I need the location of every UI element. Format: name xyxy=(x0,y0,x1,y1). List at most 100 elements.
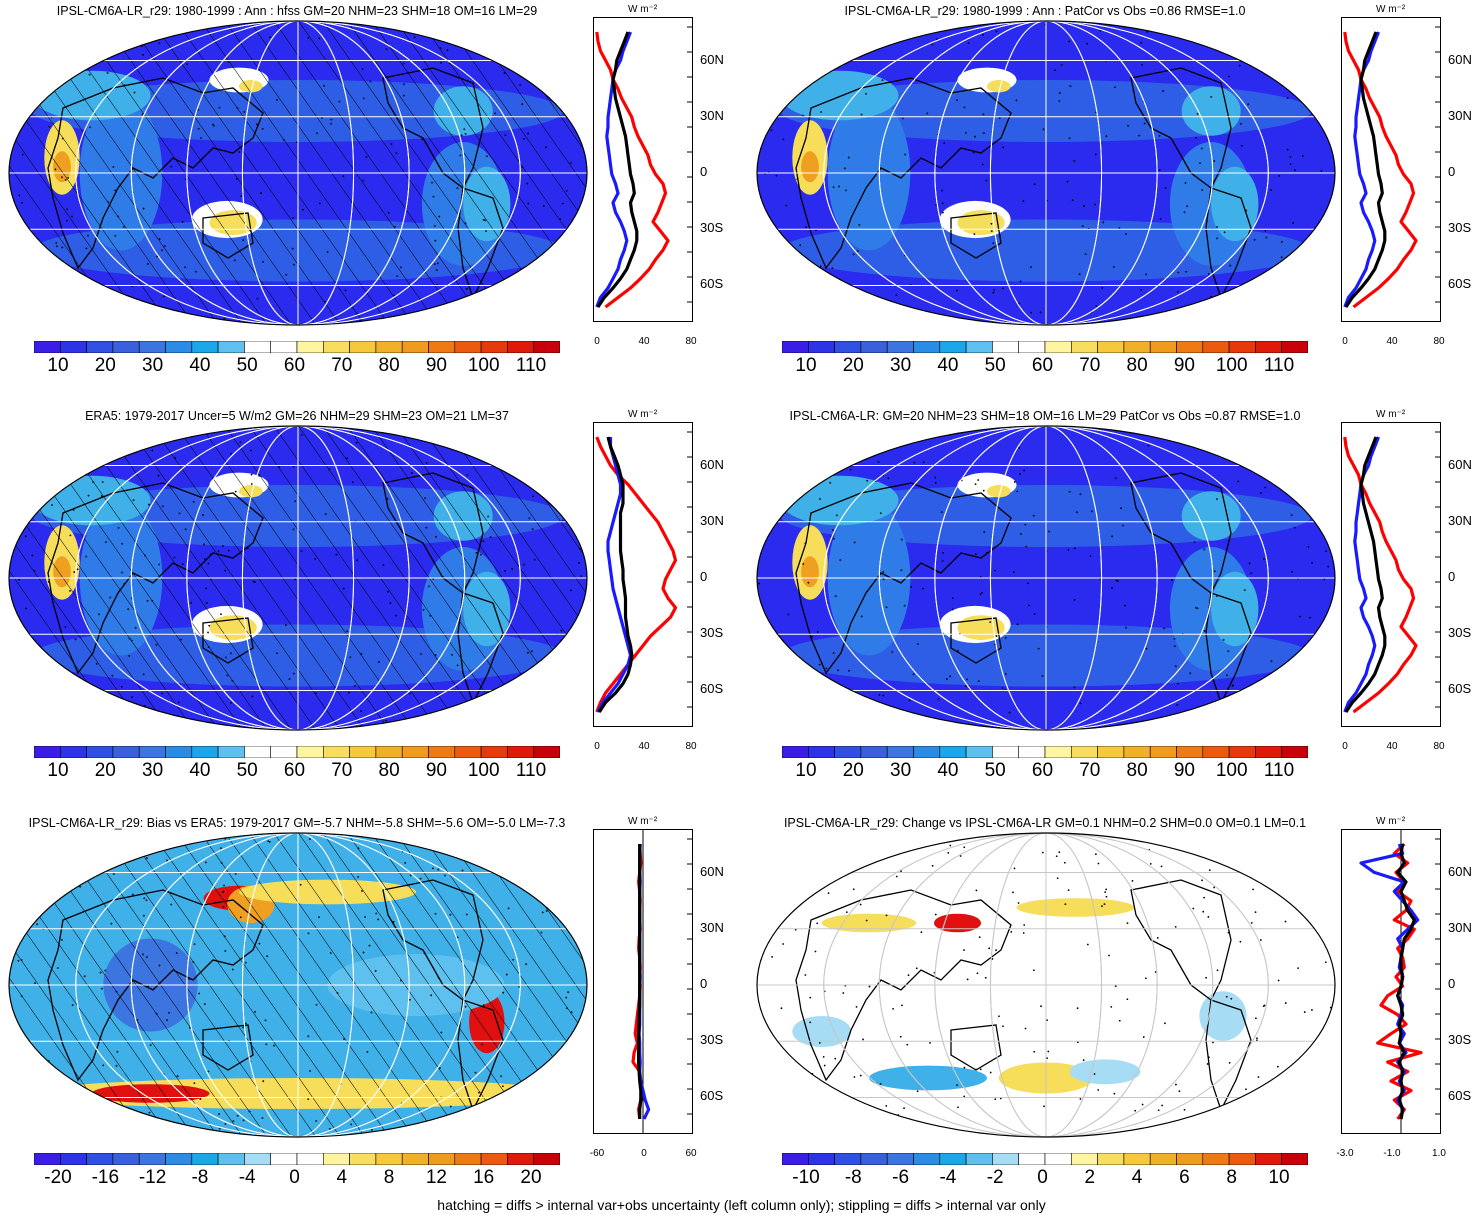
profile-unit-label: W m⁻² xyxy=(628,4,658,15)
colorbar-tick-label: 90 xyxy=(1173,760,1195,781)
colorbar-tick-label: 50 xyxy=(236,355,258,376)
latitude-label: 30S xyxy=(700,625,724,640)
profile-run-line xyxy=(597,436,634,713)
colorbar-swatch xyxy=(480,1152,508,1166)
zonal-profile-3 xyxy=(593,422,693,727)
profile-x-tick-label: -3.0 xyxy=(1336,1148,1354,1159)
profile-unit-label: W m⁻² xyxy=(1376,409,1406,420)
profile-x-tick-label: 80 xyxy=(685,336,697,347)
latitude-label: 60N xyxy=(1448,457,1472,472)
colorbar-swatch xyxy=(86,745,114,759)
colorbar-tick-label: 4 xyxy=(1131,1167,1143,1188)
colorbar-swatch xyxy=(1123,340,1151,354)
colorbar-swatch xyxy=(1255,1152,1282,1166)
profile-unit-label: W m⁻² xyxy=(628,816,658,827)
profile-run-line xyxy=(636,844,643,1119)
latitude-label: 0 xyxy=(1448,976,1456,991)
colorbar-swatch xyxy=(1228,1152,1256,1166)
colorbar-swatch xyxy=(375,1152,403,1166)
colorbar-tick-label: 60 xyxy=(1031,355,1054,376)
colorbar-swatch xyxy=(138,1152,166,1166)
latitude-label: 30N xyxy=(1448,108,1472,123)
colorbar-swatch xyxy=(270,745,298,759)
panel-5: IPSL-CM6A-LR_r29: Bias vs ERA5: 1979-201… xyxy=(0,812,735,1212)
colorbar-tick-label: 8 xyxy=(1226,1167,1237,1188)
colorbar-swatch xyxy=(1070,340,1098,354)
colorbar-tick-label: 110 xyxy=(515,355,547,376)
colorbar-6 xyxy=(781,1152,1309,1166)
colorbar-swatch xyxy=(296,745,324,759)
colorbar-tick-label: 20 xyxy=(520,1167,542,1188)
profile-obs-line xyxy=(595,436,678,713)
profile-model-line xyxy=(1359,843,1420,1120)
profile-x-tick-label: 0 xyxy=(641,1148,647,1159)
colorbar-tick-label: 10 xyxy=(795,760,817,781)
map-6 xyxy=(756,832,1336,1138)
colorbar-tick-label: 110 xyxy=(1263,760,1295,781)
colorbar-swatch xyxy=(401,1152,429,1166)
colorbar-swatch xyxy=(965,745,993,759)
colorbar-swatch xyxy=(913,340,941,354)
latitude-label: 30N xyxy=(700,920,724,935)
colorbar-swatch xyxy=(349,340,377,354)
colorbar-swatch xyxy=(1176,340,1204,354)
colorbar-swatch xyxy=(322,745,350,759)
colorbar-swatch xyxy=(217,745,245,759)
colorbar-swatch xyxy=(1255,745,1282,759)
colorbar-tick-label: -2 xyxy=(986,1167,1004,1188)
colorbar-tick-label: 20 xyxy=(94,355,116,376)
map-3 xyxy=(8,425,588,731)
colorbar-swatch xyxy=(886,745,914,759)
colorbar-swatch xyxy=(1228,745,1256,759)
latitude-label: 60N xyxy=(1448,864,1472,879)
colorbar-tick-label: 2 xyxy=(1084,1167,1096,1188)
colorbar-swatch xyxy=(965,340,993,354)
colorbar-swatch xyxy=(112,340,140,354)
profile-run-line xyxy=(1396,843,1416,1120)
colorbar-swatch xyxy=(860,340,888,354)
colorbar-tick-label: 12 xyxy=(425,1167,447,1188)
colorbar-swatch xyxy=(1176,1152,1204,1166)
colorbar-swatch xyxy=(244,340,271,354)
colorbar-swatch xyxy=(1070,745,1098,759)
colorbar-swatch xyxy=(1255,340,1282,354)
profile-x-tick-label: 0 xyxy=(594,741,600,752)
colorbar-swatch xyxy=(1070,1152,1098,1166)
colorbar-tick-label: -4 xyxy=(238,1167,256,1188)
latitude-label: 60S xyxy=(1448,276,1472,291)
profile-x-tick-label: 40 xyxy=(638,336,650,347)
colorbar-tick-label: 30 xyxy=(142,760,164,781)
colorbar-tick-label: 16 xyxy=(473,1167,495,1188)
colorbar-tick-label: 6 xyxy=(1179,1167,1190,1188)
latitude-label: 30S xyxy=(1448,1032,1472,1047)
colorbar-swatch xyxy=(781,1152,809,1166)
colorbar-swatch xyxy=(781,340,809,354)
map-2 xyxy=(756,20,1336,326)
colorbar-swatch xyxy=(349,745,377,759)
colorbar-tick-label: 90 xyxy=(1173,355,1195,376)
colorbar-tick-label: 50 xyxy=(984,355,1006,376)
profile-run-line xyxy=(596,31,639,308)
profile-x-tick-label: 0 xyxy=(1342,741,1348,752)
latitude-label: 60N xyxy=(700,457,724,472)
map-1 xyxy=(8,20,588,326)
zonal-profile-6 xyxy=(1341,829,1441,1134)
colorbar-tick-label: 70 xyxy=(331,355,353,376)
colorbar-tick-label: 10 xyxy=(47,355,69,376)
profile-x-tick-label: 60 xyxy=(685,1148,697,1159)
colorbar-swatch xyxy=(1202,745,1230,759)
colorbar-tick-label: 40 xyxy=(937,355,959,376)
latitude-label: 60S xyxy=(700,276,724,291)
profile-obs-line xyxy=(1343,31,1418,309)
colorbar-swatch xyxy=(191,1152,219,1166)
colorbar-swatch xyxy=(401,340,429,354)
profile-x-tick-label: 80 xyxy=(1433,741,1445,752)
latitude-label: 60S xyxy=(700,1088,724,1103)
colorbar-5 xyxy=(33,1152,561,1166)
colorbar-swatch xyxy=(834,1152,862,1166)
colorbar-tick-label: -12 xyxy=(138,1167,167,1188)
colorbar-tick-label: -8 xyxy=(844,1167,862,1188)
panel-title: IPSL-CM6A-LR_r29: 1980-1999 : Ann : hfss… xyxy=(56,4,538,18)
latitude-label: 0 xyxy=(1448,569,1456,584)
colorbar-swatch xyxy=(296,340,324,354)
